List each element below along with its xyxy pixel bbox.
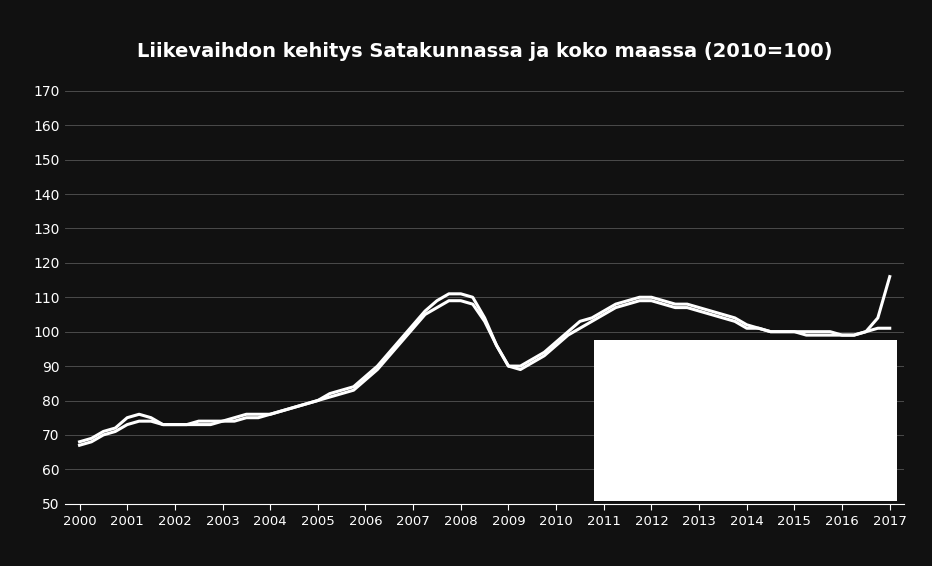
Title: Liikevaihdon kehitys Satakunnassa ja koko maassa (2010=100): Liikevaihdon kehitys Satakunnassa ja kok… — [137, 42, 832, 61]
